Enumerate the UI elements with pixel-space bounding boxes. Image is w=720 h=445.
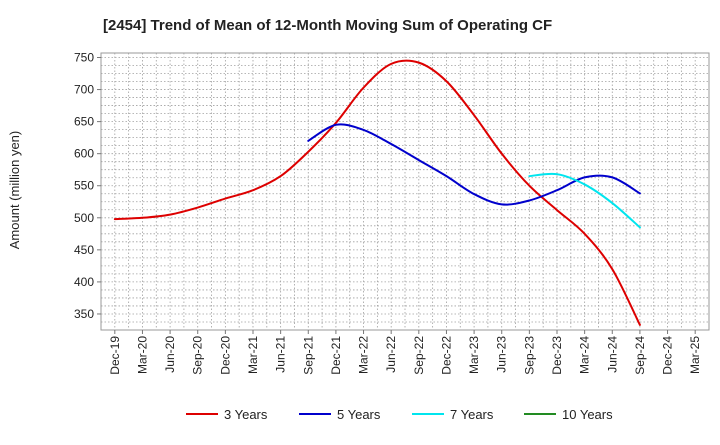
y-tick-label: 350 xyxy=(74,307,94,321)
x-axis-ticks: Dec-19 Mar-20 Jun-20 Sep-20 Dec-20 Mar-21 Jun-… xyxy=(108,330,702,375)
y-tick-label: 750 xyxy=(74,50,94,64)
y-tick-label: 500 xyxy=(74,211,94,225)
x-tick-label: Mar-21 xyxy=(246,336,260,374)
y-axis-label: Amount (million yen) xyxy=(7,131,22,250)
legend-label: 10 Years xyxy=(562,407,613,422)
x-tick-label: Dec-22 xyxy=(439,336,453,375)
series-line-3 xyxy=(528,172,641,229)
y-tick-label: 550 xyxy=(74,179,94,193)
x-tick-label: Jun-21 xyxy=(274,336,288,373)
legend-label: 3 Years xyxy=(224,407,268,422)
x-tick-label: Sep-22 xyxy=(412,336,426,375)
x-tick-label: Sep-21 xyxy=(301,336,315,375)
y-axis-ticks: 350 400 450 500 550 600 650 700 750 xyxy=(74,50,101,321)
x-tick-label: Mar-24 xyxy=(578,336,592,374)
x-tick-label: Mar-23 xyxy=(467,336,481,374)
x-tick-label: Sep-24 xyxy=(633,336,647,375)
y-tick-label: 600 xyxy=(74,147,94,161)
y-tick-label: 700 xyxy=(74,83,94,97)
x-tick-label: Jun-20 xyxy=(163,336,177,373)
x-tick-label: Mar-22 xyxy=(357,336,371,374)
series-lines xyxy=(113,59,641,326)
x-tick-label: Sep-23 xyxy=(522,336,536,375)
x-tick-label: Mar-25 xyxy=(688,336,702,374)
y-tick-label: 450 xyxy=(74,243,94,257)
y-tick-label: 400 xyxy=(74,275,94,289)
x-tick-label: Jun-23 xyxy=(495,336,509,373)
chart-title: [2454] Trend of Mean of 12-Month Moving … xyxy=(103,17,552,34)
legend-label: 5 Years xyxy=(337,407,381,422)
x-tick-label: Mar-20 xyxy=(135,336,149,374)
x-tick-label: Dec-24 xyxy=(661,336,675,375)
series-line-2 xyxy=(307,123,641,206)
y-tick-label: 650 xyxy=(74,115,94,129)
plot-area-frame xyxy=(100,52,710,331)
series-line-1 xyxy=(113,59,641,326)
x-tick-label: Dec-19 xyxy=(108,336,122,375)
legend-label: 7 Years xyxy=(450,407,494,422)
x-tick-label: Dec-21 xyxy=(329,336,343,375)
x-tick-label: Jun-24 xyxy=(605,336,619,373)
grid-lines xyxy=(101,53,709,330)
x-tick-label: Jun-22 xyxy=(384,336,398,373)
x-tick-label: Dec-20 xyxy=(218,336,232,375)
legend: 3 Years 5 Years 7 Years 10 Years xyxy=(186,407,613,422)
x-tick-label: Dec-23 xyxy=(550,336,564,375)
x-tick-label: Sep-20 xyxy=(191,336,205,375)
